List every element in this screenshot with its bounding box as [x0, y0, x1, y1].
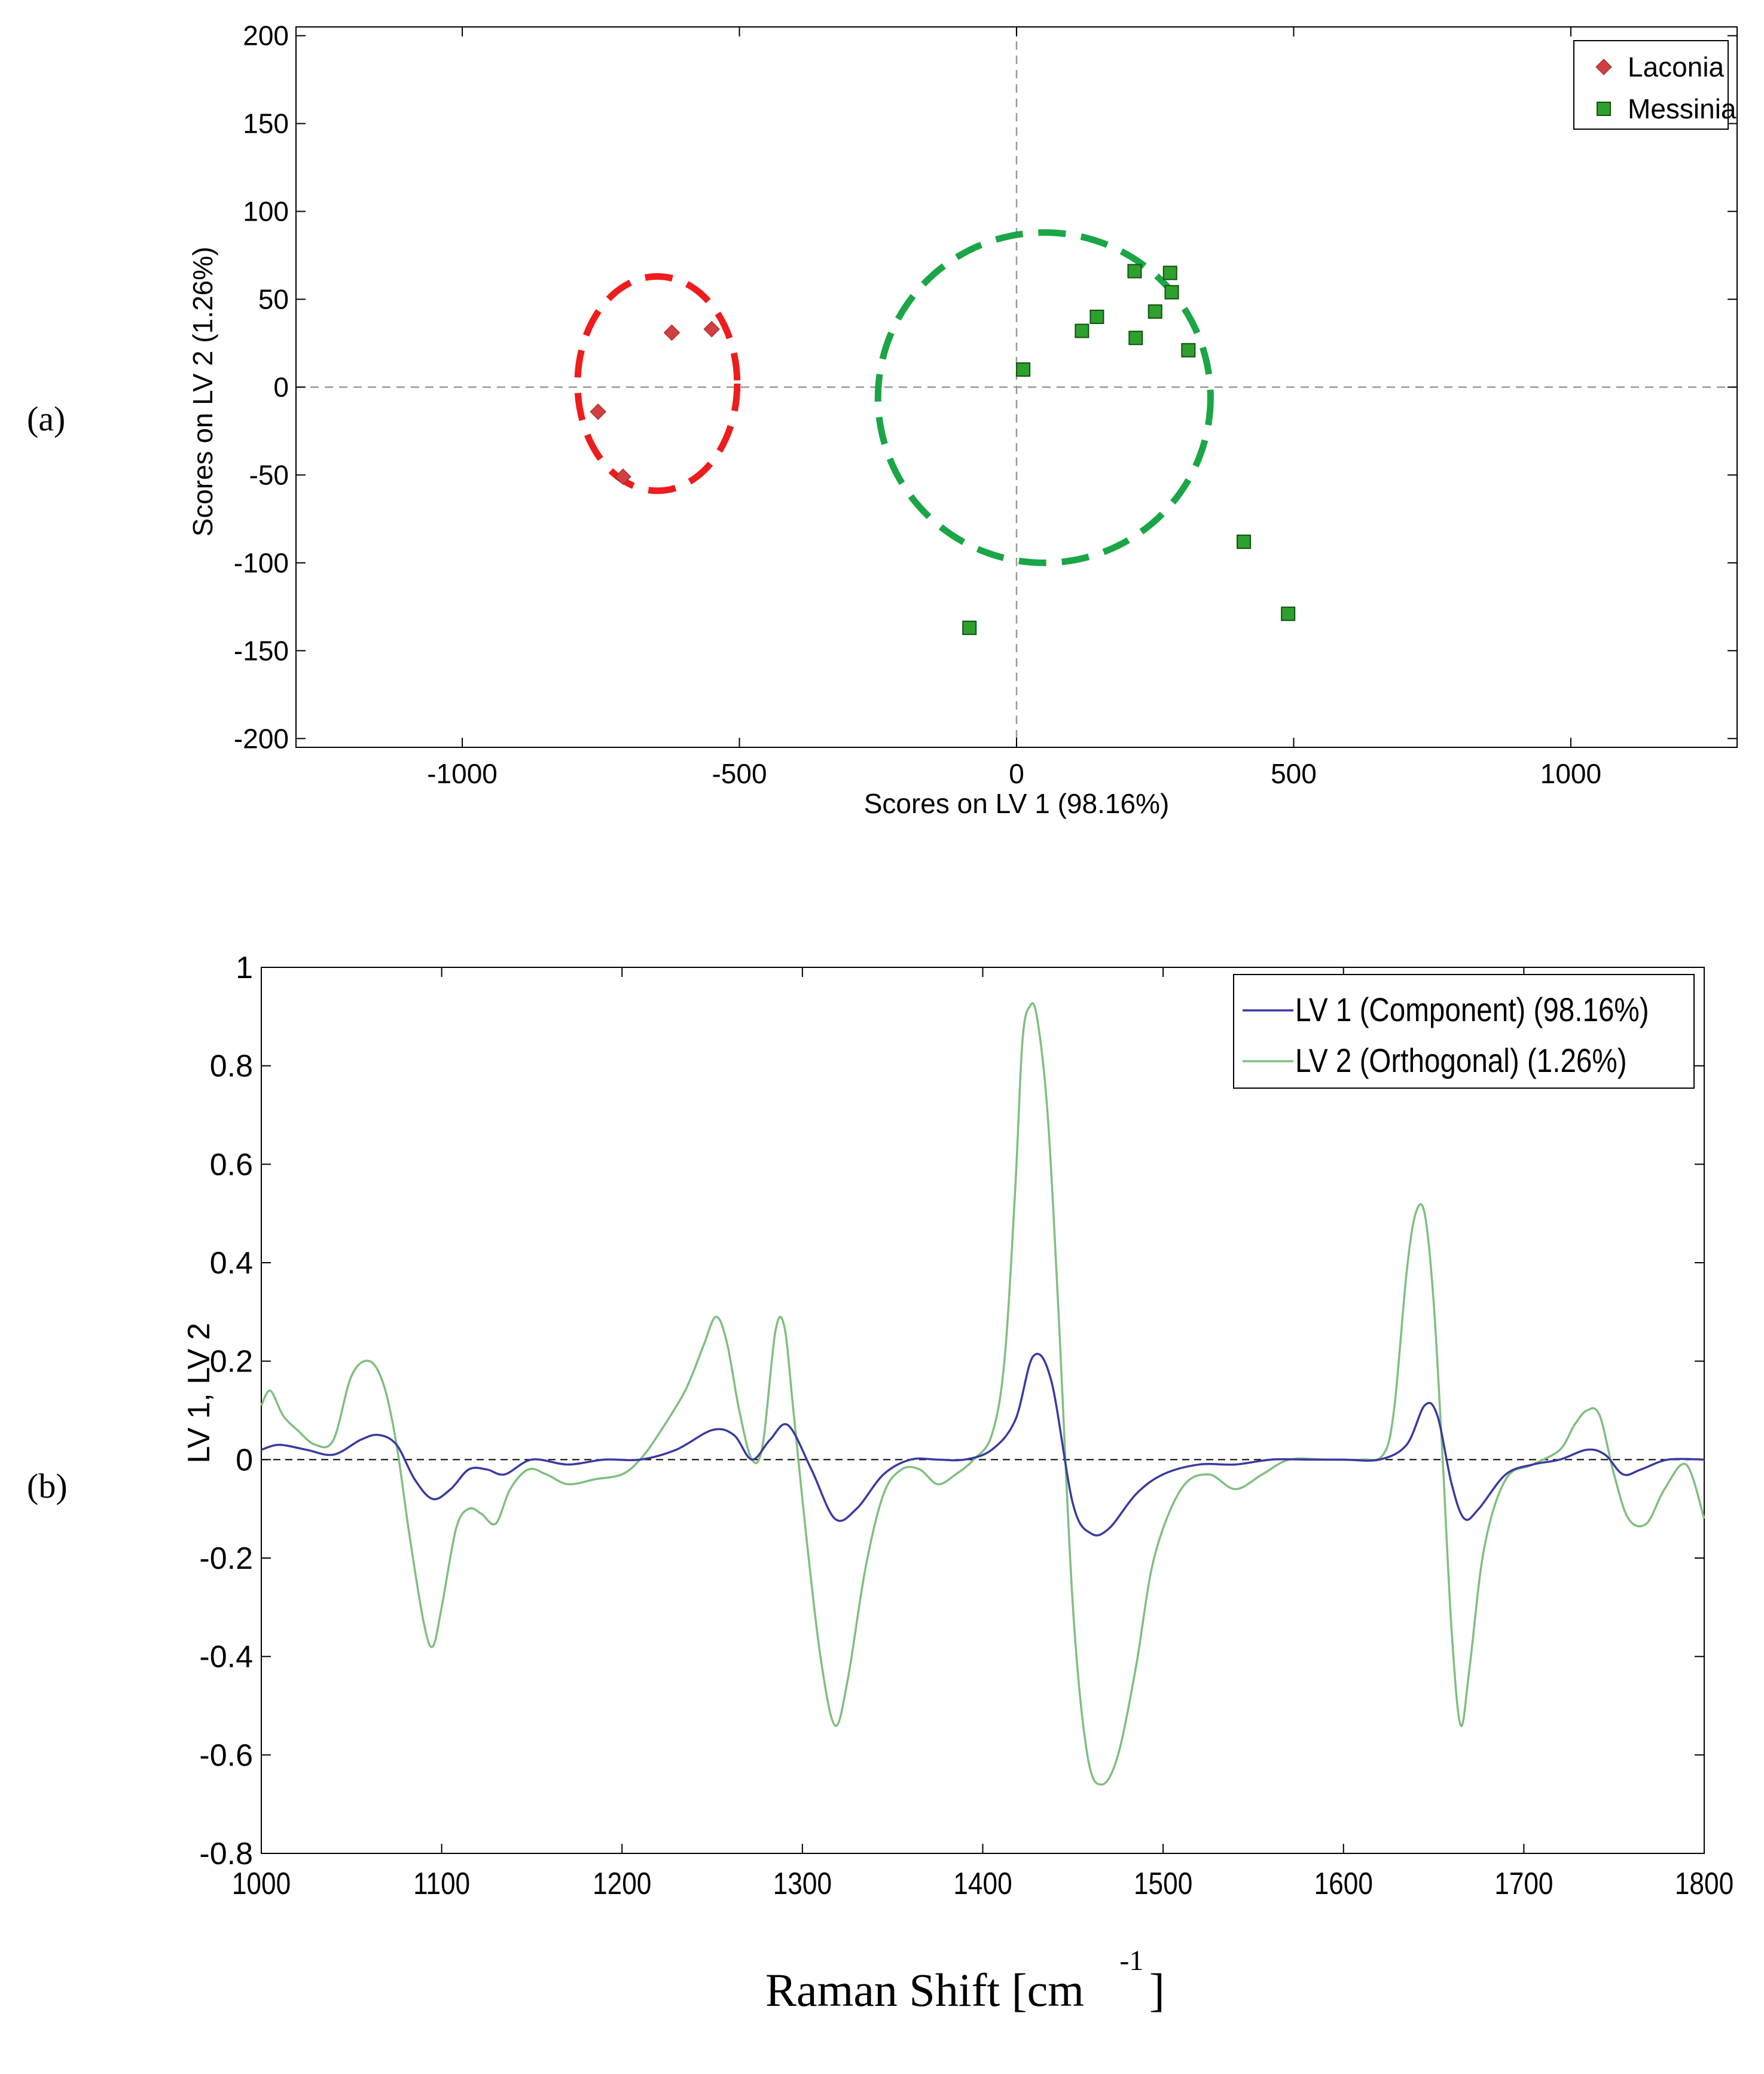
scores-plot: (a) -1000 -500 0 500 1000200150100500-50-100…: [27, 20, 1738, 819]
messinia-point: [1181, 343, 1196, 358]
y-tick-label: -150: [234, 635, 289, 666]
x-tick-label: 1700: [1494, 1867, 1553, 1901]
legend-messinia-marker: [1597, 102, 1611, 116]
y-tick-label: 0: [273, 372, 289, 403]
x-tick-label: 1200: [593, 1867, 651, 1901]
x-tick-label: 0: [1009, 758, 1024, 789]
messinia-point: [1164, 285, 1179, 300]
messinia-point: [962, 621, 977, 636]
legend-laconia-label: Laconia: [1628, 51, 1725, 83]
lv2-line: [260, 1002, 1705, 1786]
scores-x-axis-label: Scores on LV 1 (98.16%): [864, 788, 1170, 819]
y-tick-label: -50: [249, 459, 289, 490]
y-tick-label: 0.8: [210, 1049, 253, 1084]
y-tick-label: 0: [236, 1443, 253, 1477]
loadings-plot-frame: [261, 967, 1705, 1854]
messinia-point: [1162, 265, 1177, 280]
x-tick-label: 1800: [1675, 1867, 1734, 1901]
legend-laconia-marker: [1595, 59, 1612, 75]
y-tick-label: 0.2: [210, 1345, 253, 1379]
scores-plot-axes: -1000 -500 0 500 1000200150100500-50-100-150…: [234, 20, 1738, 789]
panel-label-b: (b): [27, 1467, 68, 1505]
x-tick-label: 1600: [1314, 1867, 1373, 1901]
y-tick-label: -0.6: [199, 1738, 253, 1773]
messinia-cluster-ellipse: [874, 229, 1214, 566]
scores-legend: Laconia Messinia: [1573, 40, 1736, 130]
y-tick-label: -100: [234, 547, 289, 578]
score-points: [590, 264, 1296, 636]
y-tick-label: 0.4: [210, 1246, 253, 1281]
messinia-point: [1075, 323, 1089, 338]
x-tick-label: -1000: [427, 758, 498, 789]
y-tick-label: 1: [236, 951, 253, 985]
y-tick-label: 50: [258, 284, 289, 315]
messinia-point: [1237, 534, 1252, 549]
x-tick-label: 1500: [1134, 1867, 1192, 1901]
loadings-plot-axes: 1000 1100 1200 1300 1400 1500 1600 1700 1800 1 0.8…: [199, 951, 1734, 1901]
x-tick-label: 500: [1271, 758, 1317, 789]
legend-lv1-label: LV 1 (Component) (98.16%): [1295, 991, 1649, 1028]
x-label-superscript: -1: [1119, 1945, 1143, 1977]
laconia-point: [663, 324, 680, 341]
messinia-point: [1127, 264, 1142, 279]
panel-label-a: (a): [27, 399, 65, 438]
messinia-point: [1016, 362, 1031, 377]
loading-lines: [260, 1002, 1705, 1786]
y-tick-label: -0.4: [199, 1640, 253, 1675]
laconia-point: [615, 468, 631, 485]
y-tick-label: -200: [234, 723, 289, 754]
y-tick-label: -0.8: [199, 1837, 253, 1871]
x-tick-label: 1400: [953, 1867, 1012, 1901]
legend-messinia-label: Messinia: [1628, 93, 1736, 124]
x-tick-label: 1000: [1540, 758, 1601, 789]
y-tick-label: 100: [243, 196, 289, 227]
loadings-legend: LV 1 (Component) (98.16%) LV 2 (Orthogona…: [1233, 974, 1695, 1089]
laconia-point: [590, 403, 606, 420]
y-tick-label: 150: [243, 108, 289, 139]
x-label-suffix: ]: [1149, 1964, 1165, 2016]
loadings-y-axis-label: LV 1, LV 2: [182, 1322, 216, 1463]
messinia-point: [1128, 331, 1143, 346]
x-label-main: Raman Shift [cm: [765, 1964, 1084, 2016]
laconia-cluster-ellipse: [574, 273, 741, 494]
loadings-legend-box: [1233, 974, 1695, 1089]
y-tick-label: -0.2: [199, 1541, 253, 1576]
messinia-point: [1089, 309, 1104, 324]
legend-lv2-label: LV 2 (Orthogonal) (1.26%): [1295, 1042, 1627, 1079]
lv1-line: [261, 1352, 1705, 1537]
messinia-point: [1147, 304, 1162, 319]
loadings-x-axis-label: Raman Shift [cm -1 ]: [765, 1928, 1165, 2016]
laconia-point: [703, 320, 720, 338]
cluster-ellipses: [574, 229, 1214, 566]
y-tick-label: 0.6: [210, 1147, 253, 1182]
loadings-plot: (b) 1000 1100 1200 1300 1400 1500 1600 1700 1800…: [27, 951, 1734, 2016]
scores-y-axis-label: Scores on LV 2 (1.26%): [187, 247, 218, 537]
x-tick-label: -500: [712, 758, 767, 789]
y-tick-label: 200: [243, 20, 289, 51]
messinia-point: [1281, 606, 1296, 621]
x-tick-label: 1100: [413, 1867, 470, 1901]
x-tick-label: 1000: [232, 1867, 291, 1901]
x-tick-label: 1300: [773, 1867, 832, 1901]
